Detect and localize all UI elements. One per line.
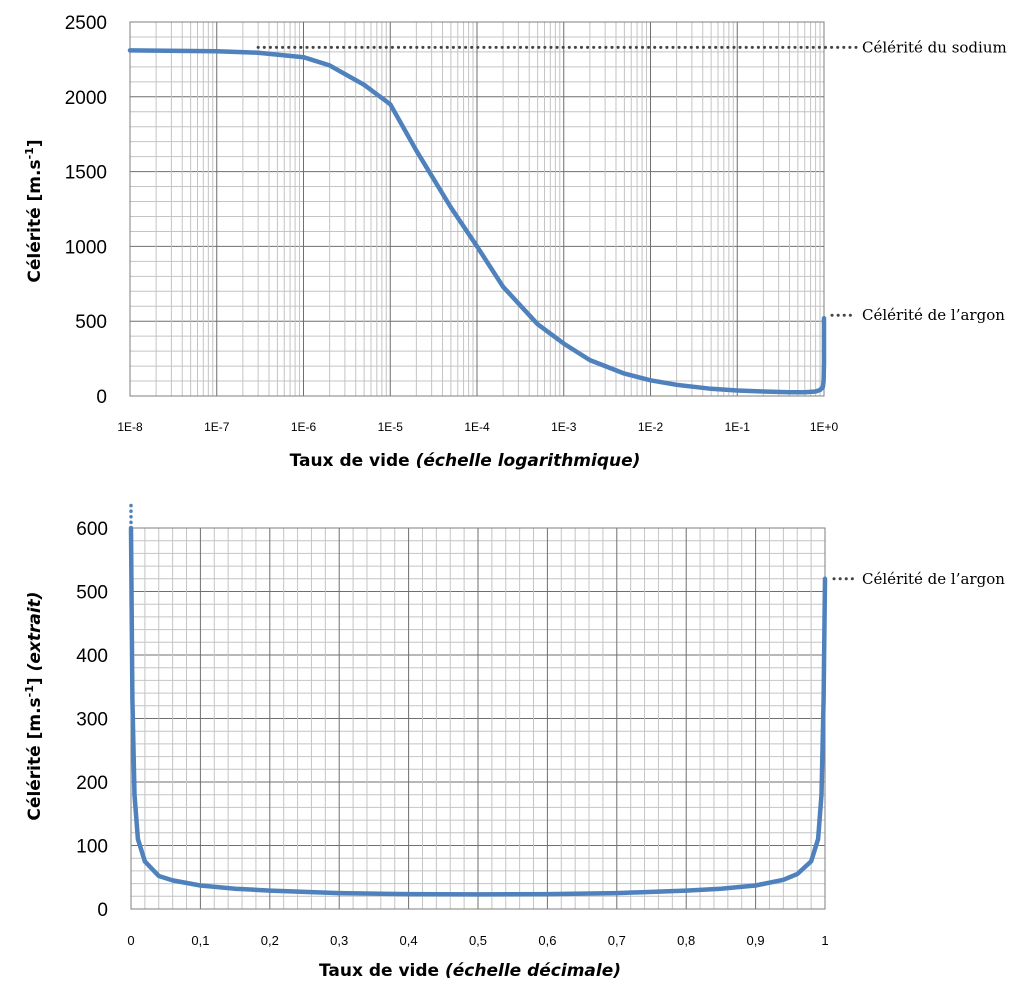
x-tick-label: 0 (127, 933, 134, 948)
log-chart-grid (129, 21, 825, 397)
x-tick-label: 1E-8 (117, 420, 143, 434)
decimal-chart-y-ticks: 0 100 200 300 400 500 600 (76, 519, 108, 921)
decimal-chart-x-ticks: 0 0,1 0,2 0,3 0,4 0,5 0,6 0,7 0,8 0,9 1 (127, 933, 828, 948)
x-tick-label: 1E-6 (291, 420, 317, 434)
log-chart-y-ticks: 0 500 1000 1500 2000 2500 (65, 13, 107, 408)
x-tick-label: 1E-7 (204, 420, 230, 434)
x-tick-label: 0,8 (677, 933, 695, 948)
x-tick-label: 1E+0 (810, 420, 839, 434)
y-tick-label: 200 (76, 773, 108, 794)
y-tick-label: 0 (97, 900, 108, 921)
y-tick-label: 500 (75, 312, 107, 333)
decimal-chart-series-line (128, 525, 828, 897)
y-tick-label: 2000 (65, 88, 107, 109)
y-tick-label: 400 (76, 646, 108, 667)
decimal-chart-x-axis-title: Taux de vide (échelle décimale) (319, 961, 621, 981)
decimal-chart-y-axis-title: Célérité [m.s-1] (extrait) (23, 591, 45, 820)
x-tick-label: 0,3 (330, 933, 348, 948)
decimal-chart-grid (130, 527, 826, 910)
x-tick-label: 0,5 (469, 933, 487, 948)
log-chart-x-axis-title: Taux de vide (échelle logarithmique) (290, 451, 641, 471)
log-chart-argon-annotation: Célérité de l’argon (862, 306, 1005, 324)
y-tick-label: 1500 (65, 163, 107, 184)
x-tick-label: 1 (821, 933, 828, 948)
x-tick-label: 1E-5 (378, 420, 404, 434)
log-chart-series-line (127, 48, 827, 395)
decimal-chart-argon-annotation: Célérité de l’argon (862, 570, 1005, 588)
y-tick-label: 1000 (65, 237, 107, 258)
x-tick-label: 0,2 (261, 933, 279, 948)
x-tick-label: 0,4 (400, 933, 418, 948)
x-tick-label: 0,1 (191, 933, 209, 948)
log-chart-plot-area (129, 21, 825, 397)
x-tick-label: 1E-2 (638, 420, 664, 434)
x-tick-label: 0,6 (538, 933, 556, 948)
y-tick-label: 0 (96, 387, 107, 408)
y-tick-label: 600 (76, 519, 108, 540)
x-tick-label: 1E-1 (725, 420, 751, 434)
y-tick-label: 500 (76, 583, 108, 604)
x-tick-label: 0,7 (608, 933, 626, 948)
x-tick-label: 1E-4 (464, 420, 490, 434)
y-tick-label: 300 (76, 710, 108, 731)
log-chart-y-axis-title: Célérité [m.s-1] (23, 139, 45, 282)
sodium-speed-annotation: Célérité du sodium (862, 38, 1007, 56)
x-tick-label: 1E-3 (551, 420, 577, 434)
y-tick-label: 100 (76, 837, 108, 858)
y-tick-label: 2500 (65, 13, 107, 34)
log-chart-x-ticks: 1E-8 1E-7 1E-6 1E-5 1E-4 1E-3 1E-2 1E-1 1E+0 (117, 420, 838, 434)
x-tick-label: 0,9 (747, 933, 765, 948)
